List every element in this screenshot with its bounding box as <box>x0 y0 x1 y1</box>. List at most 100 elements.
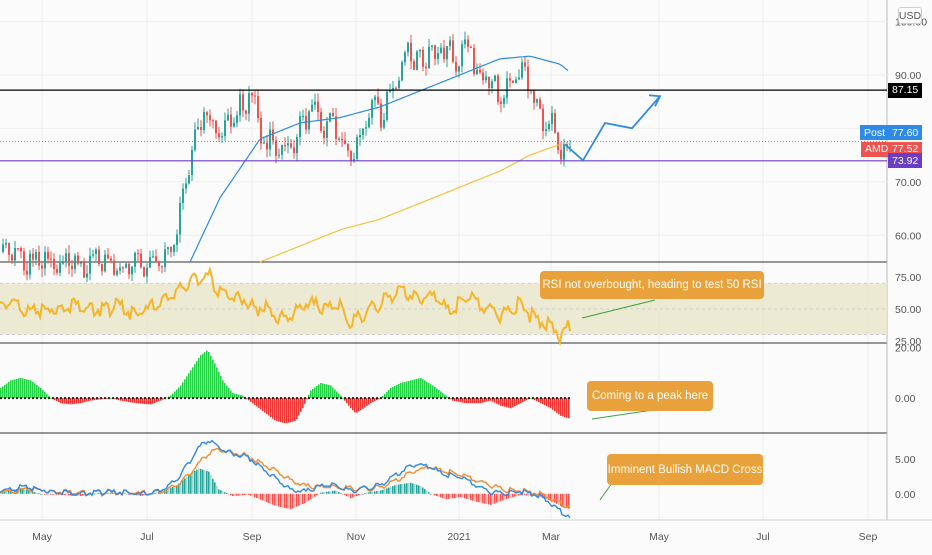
candle[interactable] <box>197 126 199 130</box>
candle[interactable] <box>539 99 541 109</box>
candle[interactable] <box>242 94 244 111</box>
candle[interactable] <box>263 142 265 144</box>
candle[interactable] <box>77 255 79 264</box>
candle[interactable] <box>419 49 421 52</box>
candle[interactable] <box>161 266 163 268</box>
candle[interactable] <box>62 262 64 264</box>
candle[interactable] <box>167 246 169 250</box>
candle[interactable] <box>116 270 118 275</box>
candle[interactable] <box>29 253 31 275</box>
candle[interactable] <box>293 147 295 154</box>
candle[interactable] <box>287 143 289 146</box>
candle[interactable] <box>11 254 13 261</box>
candle[interactable] <box>413 61 415 70</box>
candle[interactable] <box>428 46 430 69</box>
candle[interactable] <box>347 144 349 151</box>
candle[interactable] <box>503 97 505 104</box>
candle[interactable] <box>515 79 517 83</box>
macd-pane[interactable] <box>0 439 613 519</box>
candle[interactable] <box>281 145 283 155</box>
candle[interactable] <box>152 256 154 258</box>
candle[interactable] <box>173 244 175 252</box>
candle[interactable] <box>569 146 571 148</box>
candle[interactable] <box>401 62 403 81</box>
candle[interactable] <box>386 91 388 120</box>
candle[interactable] <box>179 202 181 235</box>
candle[interactable] <box>317 101 319 113</box>
candle[interactable] <box>146 267 148 277</box>
candle[interactable] <box>80 262 82 264</box>
candle[interactable] <box>506 78 508 98</box>
candle[interactable] <box>365 127 367 129</box>
peak-callout[interactable]: Coming to a peak here <box>587 381 713 411</box>
macd-callout[interactable]: Imminent Bullish MACD Cross <box>607 454 763 485</box>
candle[interactable] <box>149 257 151 268</box>
candle[interactable] <box>53 259 55 270</box>
candle[interactable] <box>344 140 346 145</box>
candle[interactable] <box>341 138 343 141</box>
candle[interactable] <box>545 129 547 131</box>
candle[interactable] <box>185 183 187 189</box>
candle[interactable] <box>230 114 232 127</box>
candle[interactable] <box>89 255 91 274</box>
candle[interactable] <box>329 113 331 122</box>
candle[interactable] <box>290 143 292 148</box>
candle[interactable] <box>434 45 436 59</box>
price-pane[interactable] <box>0 31 887 284</box>
candle[interactable] <box>14 247 16 261</box>
candle[interactable] <box>320 112 322 131</box>
candle[interactable] <box>83 262 85 278</box>
candle[interactable] <box>392 87 394 91</box>
candle[interactable] <box>389 90 391 92</box>
candle[interactable] <box>530 90 532 92</box>
candle[interactable] <box>275 140 277 156</box>
candle[interactable] <box>410 42 412 62</box>
candle[interactable] <box>548 123 550 130</box>
candle[interactable] <box>407 42 409 53</box>
candle[interactable] <box>416 51 418 70</box>
candle[interactable] <box>512 80 514 83</box>
candle[interactable] <box>38 252 40 266</box>
candle[interactable] <box>122 267 124 269</box>
candle[interactable] <box>125 263 127 268</box>
candle[interactable] <box>233 122 235 127</box>
candle[interactable] <box>437 53 439 59</box>
candle[interactable] <box>470 46 472 48</box>
candle[interactable] <box>170 246 172 252</box>
candle[interactable] <box>326 121 328 138</box>
candle[interactable] <box>272 129 274 141</box>
candle[interactable] <box>560 150 562 160</box>
candle[interactable] <box>362 128 364 136</box>
candle[interactable] <box>311 104 313 112</box>
candle[interactable] <box>398 80 400 89</box>
candle[interactable] <box>50 258 52 260</box>
candle[interactable] <box>113 260 115 275</box>
candle[interactable] <box>542 108 544 131</box>
candle[interactable] <box>47 251 49 259</box>
candle[interactable] <box>74 255 76 270</box>
candle[interactable] <box>17 247 19 249</box>
candle[interactable] <box>521 62 523 78</box>
candle[interactable] <box>131 266 133 275</box>
candle[interactable] <box>248 93 250 114</box>
candle[interactable] <box>269 129 271 150</box>
candle[interactable] <box>374 96 376 101</box>
candle[interactable] <box>332 113 334 117</box>
candle[interactable] <box>554 113 556 133</box>
candle[interactable] <box>194 129 196 151</box>
candle[interactable] <box>143 267 145 277</box>
macd-line[interactable] <box>0 439 571 519</box>
candle[interactable] <box>182 188 184 203</box>
candle[interactable] <box>296 137 298 154</box>
candle[interactable] <box>497 75 499 102</box>
candle[interactable] <box>323 130 325 138</box>
candle[interactable] <box>353 158 355 162</box>
candle[interactable] <box>338 138 340 140</box>
candle[interactable] <box>464 39 466 45</box>
candle[interactable] <box>35 252 37 260</box>
candle[interactable] <box>188 175 190 184</box>
candle[interactable] <box>101 263 103 272</box>
candle[interactable] <box>443 47 445 60</box>
candle[interactable] <box>65 253 67 263</box>
